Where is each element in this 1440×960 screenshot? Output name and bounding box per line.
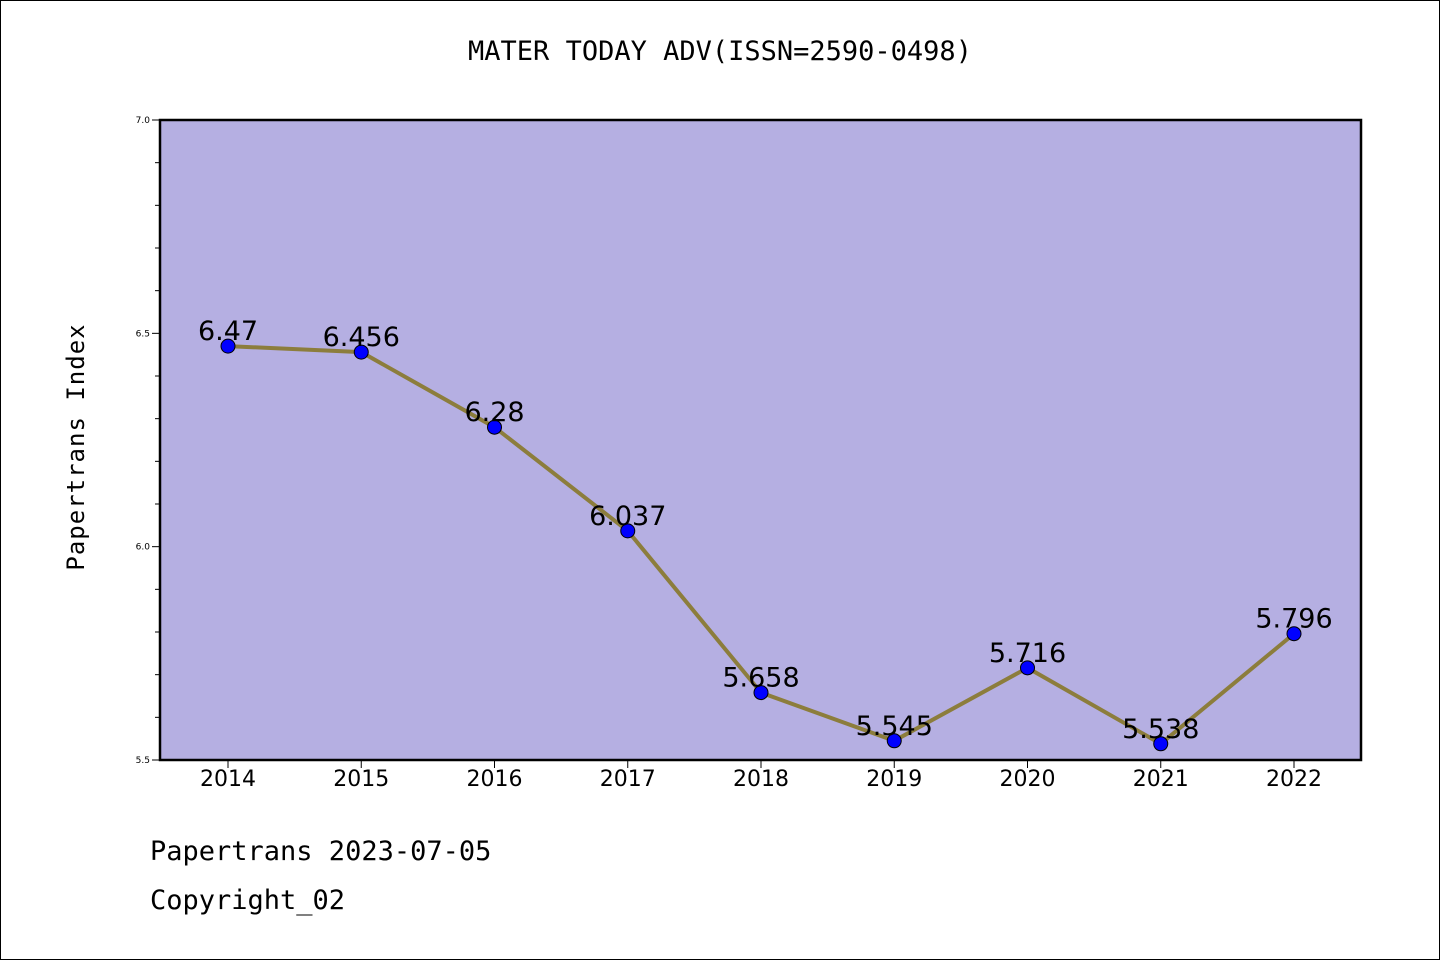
footer-source: Papertrans 2023-07-05 — [150, 836, 492, 867]
series-markers — [220, 338, 1302, 752]
data-point — [353, 344, 369, 360]
data-labels: 6.47 6.456 6.28 6.037 5.658 5.545 5.716 5.538 5.… — [198, 316, 1333, 745]
data-point — [220, 338, 236, 354]
data-point — [1153, 736, 1169, 752]
footer-copyright: Copyright_02 — [150, 885, 346, 916]
x-tick-label: 2014 — [200, 767, 256, 792]
y-axis-label: Papertrans Index — [62, 323, 90, 570]
chart-title: MATER TODAY ADV(ISSN=2590-0498) — [468, 36, 972, 67]
data-point — [753, 685, 769, 701]
x-tick-label: 2020 — [1000, 767, 1056, 792]
data-point — [1286, 626, 1302, 642]
data-label: 6.47 — [198, 316, 258, 347]
x-tick-label: 2017 — [600, 767, 656, 792]
x-tick-label: 2018 — [733, 767, 789, 792]
x-tick-label: 2016 — [467, 767, 523, 792]
x-tick-label: 2015 — [333, 767, 389, 792]
y-tick-label: 6.5 — [136, 329, 150, 339]
data-label: 6.456 — [323, 322, 400, 353]
x-tick-label: 2021 — [1133, 767, 1189, 792]
x-tick-label: 2019 — [866, 767, 922, 792]
data-point — [620, 523, 636, 539]
data-label: 6.037 — [589, 501, 666, 532]
data-label: 6.28 — [464, 397, 524, 428]
x-axis: 2014 2015 2016 2017 2018 2019 2020 2021 2022 — [200, 760, 1322, 792]
y-tick-label: 7.0 — [136, 116, 151, 126]
x-tick-label: 2022 — [1266, 767, 1322, 792]
data-point — [886, 733, 902, 749]
plot-border — [158, 118, 1363, 762]
y-tick-label: 6.0 — [136, 543, 151, 553]
plot-area — [160, 120, 1361, 760]
data-point — [1020, 660, 1035, 676]
data-point — [487, 419, 502, 435]
data-label: 5.538 — [1122, 714, 1199, 745]
data-label: 5.658 — [722, 663, 799, 694]
y-axis: 5.5 6.0 6.5 7.0 — [136, 116, 160, 766]
data-label: 5.716 — [989, 638, 1066, 669]
data-label: 5.796 — [1255, 604, 1332, 635]
data-label: 5.545 — [856, 711, 933, 742]
y-tick-label: 5.5 — [136, 756, 150, 766]
